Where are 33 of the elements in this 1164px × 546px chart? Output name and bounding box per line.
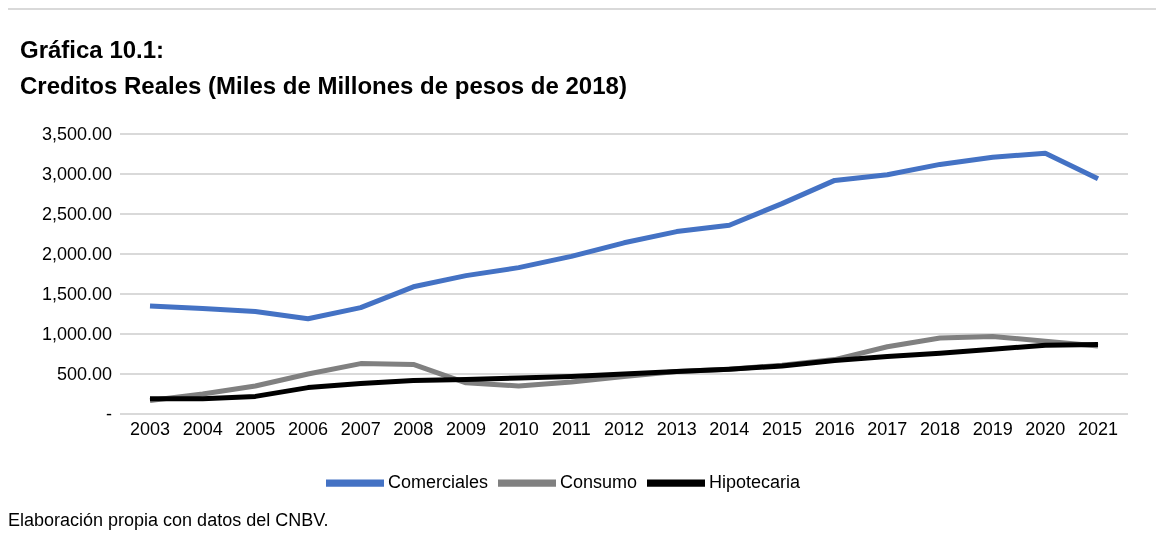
x-tick-label: 2009 (445, 418, 487, 439)
x-tick-label: 2011 (551, 418, 591, 439)
y-tick-label: - (106, 404, 112, 425)
x-tick-label: 2019 (972, 418, 1013, 439)
y-tick-label: 500.00 (56, 364, 112, 385)
x-tick-label: 2016 (814, 418, 855, 439)
x-tick-label: 2021 (1077, 418, 1119, 439)
x-tick-label: 2018 (919, 418, 961, 439)
chart-subtitle: Creditos Reales (Miles de Millones de pesos de 2018) (20, 71, 627, 101)
x-tick-label: 2010 (498, 418, 539, 439)
text: Elaboración propia con datos del CNBV. (8, 510, 329, 531)
chart-title: Gráfica 10.1: (20, 35, 166, 65)
legend-label: Consumo (559, 471, 638, 492)
x-tick-label: 2020 (1025, 418, 1066, 439)
y-tick-label: 3,000.00 (41, 164, 112, 185)
x-tick-label: 2006 (287, 418, 329, 439)
x-tick-label: 2008 (393, 418, 434, 439)
x-tick-label: 2007 (340, 418, 381, 439)
x-tick-label: 2013 (656, 418, 697, 439)
x-tick-label: 2014 (709, 418, 750, 439)
x-tick-label: 2017 (867, 418, 908, 439)
y-tick-label: 2,500.00 (41, 204, 112, 225)
x-tick-label: 2015 (761, 418, 803, 439)
y-tick-label: 1,000.00 (41, 324, 112, 345)
legend-label: Comerciales (387, 471, 488, 492)
x-tick-label: 2005 (235, 418, 276, 439)
x-tick-label: 2004 (182, 418, 223, 439)
y-tick-label: 2,000.00 (41, 244, 112, 265)
y-tick-label: 3,500.00 (41, 124, 112, 145)
x-tick-label: 2012 (603, 418, 645, 439)
legend-label: Hipotecaria (709, 471, 801, 492)
y-tick-label: 1,500.00 (41, 284, 112, 305)
x-tick-label: 2003 (129, 418, 171, 439)
